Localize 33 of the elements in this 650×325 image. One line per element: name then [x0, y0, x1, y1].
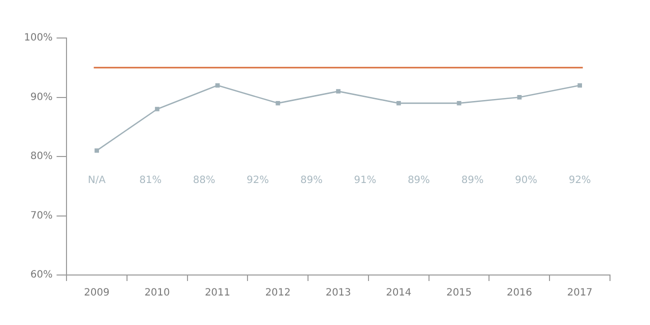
x-tick-label: 2017 [567, 288, 593, 299]
annotation: 88% [193, 174, 216, 186]
x-tick-label: 2016 [506, 288, 532, 299]
annotation: 92% [246, 174, 269, 186]
point [154, 106, 160, 112]
point [215, 83, 220, 88]
point [94, 148, 99, 153]
point [336, 89, 340, 94]
y-tick-label: 60% [30, 270, 53, 281]
x-tick-label: 2015 [446, 288, 472, 299]
annotation: 89% [300, 174, 323, 186]
x-tick-label: 2013 [326, 288, 352, 299]
point [578, 83, 582, 88]
point [517, 95, 522, 100]
point [456, 100, 462, 106]
y-tick-label: 70% [30, 210, 53, 222]
point [396, 100, 401, 106]
x-tick-label: 2011 [204, 288, 230, 299]
y-tick-label: 90% [30, 92, 53, 103]
annotation: 90% [515, 174, 538, 186]
point [276, 100, 280, 106]
annotation: N/A [88, 174, 106, 186]
x-tick-label: 2012 [265, 288, 291, 299]
x-tick-label: 2009 [84, 288, 110, 299]
annotation: 92% [568, 174, 591, 186]
y-tick-label: 80% [30, 151, 53, 162]
x-tick-label: 2010 [144, 288, 170, 299]
annotation: 81% [139, 174, 162, 186]
annotation: 89% [461, 174, 484, 186]
annotation: 91% [354, 174, 376, 186]
y-tick-label: 100% [24, 32, 53, 44]
annotation: 89% [408, 174, 430, 186]
x-tick-label: 2014 [386, 288, 412, 299]
